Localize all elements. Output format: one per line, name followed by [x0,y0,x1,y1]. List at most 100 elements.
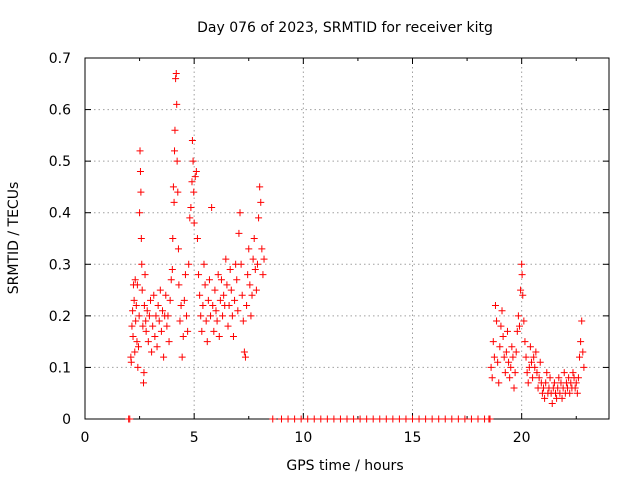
data-point [323,415,331,423]
data-point [181,271,189,279]
data-point [192,167,200,175]
data-point [130,296,138,304]
y-tick-label: 0.5 [49,154,71,170]
data-point [495,379,503,387]
data-point [500,353,508,361]
data-point [178,353,186,361]
data-point [204,296,212,304]
data-point [173,100,181,108]
data-point [132,317,140,325]
data-point [350,415,358,423]
data-point [543,369,551,377]
data-point [129,332,137,340]
y-tick-label: 0.3 [49,257,71,273]
data-point [395,415,403,423]
data-point [520,317,528,325]
data-point [190,188,198,196]
data-point [169,183,177,191]
data-point [521,338,529,346]
data-point [137,235,145,242]
data-point [513,327,521,335]
data-point [509,353,517,361]
data-point [156,286,164,294]
data-point [224,322,232,330]
data-point [330,415,338,423]
data-point [291,415,299,423]
data-point [576,353,584,361]
data-point [198,327,206,335]
data-point [514,312,522,320]
data-point [507,363,515,371]
data-point [190,219,198,227]
data-point [222,255,230,263]
data-point [214,271,222,279]
data-point [499,332,507,340]
data-point [207,312,215,320]
data-point [138,260,146,268]
data-point [211,286,219,294]
x-tick-label: 10 [294,430,312,446]
data-point [185,260,193,268]
data-point [183,312,191,320]
data-point [572,379,580,387]
data-point [574,374,582,382]
data-point [579,348,587,356]
data-point [522,353,530,361]
data-point [236,209,244,217]
data-point [128,322,136,330]
data-point [529,374,537,382]
data-point [278,415,285,423]
data-point [152,312,160,320]
data-point [363,415,371,423]
data-point [498,307,506,315]
data-point [487,363,495,371]
data-point [188,137,196,145]
data-point [157,327,165,335]
data-point [523,369,531,377]
data-point [486,415,494,423]
data-point [560,369,568,377]
data-point [142,317,150,325]
data-point [153,343,161,351]
data-point [166,296,174,304]
data-point [238,291,246,299]
data-point [512,348,520,356]
grid-lines [85,58,609,419]
data-point [133,338,141,346]
data-point [231,296,239,304]
data-point [126,415,134,423]
data-point [573,389,581,397]
data-point [228,312,236,320]
data-point [131,276,139,284]
data-point [257,198,265,206]
data-point [382,415,390,423]
data-point [162,291,170,299]
data-point [409,415,416,423]
data-point [131,348,139,356]
data-point [180,296,188,304]
data-point [171,147,179,155]
data-point [532,348,540,356]
data-point [129,307,137,315]
data-point [201,281,209,289]
data-point [143,307,151,315]
data-point [172,75,180,83]
data-point [508,343,516,351]
data-point [491,302,499,310]
data-point [422,415,430,423]
data-point [208,204,216,212]
data-point [336,415,344,423]
data-point [239,317,247,325]
data-point [524,379,532,387]
data-point [558,394,566,402]
data-point [247,312,255,320]
data-point [441,415,449,423]
data-point [160,353,168,361]
data-point [250,235,258,242]
data-point [548,400,556,408]
data-point [219,312,227,320]
y-tick-label: 0.7 [49,51,71,67]
data-point [402,415,410,423]
data-point [174,188,182,196]
data-point [511,369,519,377]
